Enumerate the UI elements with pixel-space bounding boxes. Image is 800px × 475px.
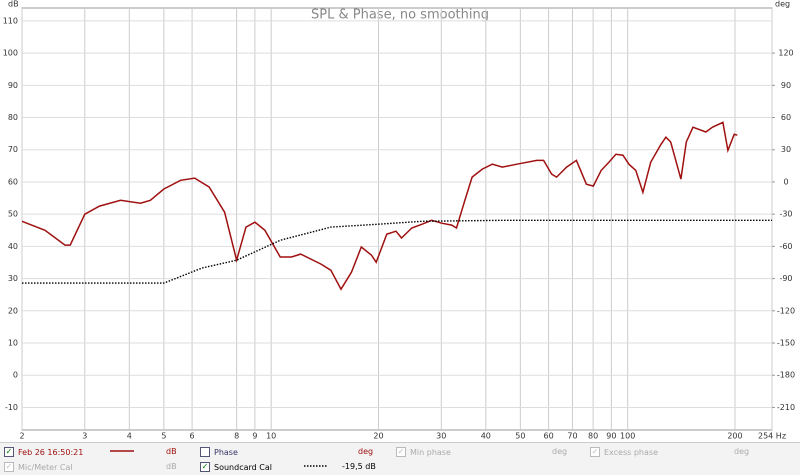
x-tick-label: 5 — [161, 432, 166, 441]
legend-item[interactable]: Phase — [200, 445, 238, 459]
y2-axis-label: deg — [775, 0, 790, 9]
legend-label: Min phase — [410, 447, 451, 457]
y2-tick-label: -210 — [777, 403, 795, 412]
y2-tick-label: 120 — [778, 49, 793, 58]
legend-unit: dB — [166, 462, 177, 471]
y2-tick-label: 60 — [781, 113, 791, 122]
y2-tick-label: -90 — [779, 274, 792, 283]
y2-tick-label: 30 — [781, 145, 791, 154]
legend-unit: dB — [166, 447, 177, 456]
x-tick-label: 50 — [515, 432, 525, 441]
legend-item: ✓ Mic/Meter Cal — [4, 460, 73, 474]
y2-tick-label: -120 — [777, 306, 795, 315]
y-tick-label: 10 — [8, 339, 18, 348]
legend: ✓ Feb 26 16:50:21 dB Phase deg ✓ Min phase… — [0, 442, 800, 475]
legend-item[interactable]: ✓ Feb 26 16:50:21 — [4, 445, 83, 459]
x-tick-label: 6 — [190, 432, 195, 441]
y-tick-label: 30 — [8, 274, 18, 283]
checkbox: ✓ — [4, 462, 14, 472]
legend-unit: deg — [734, 447, 750, 456]
y2-tick-label: 90 — [781, 81, 791, 90]
x-tick-label: 8 — [234, 432, 239, 441]
x-tick-label: 4 — [127, 432, 132, 441]
legend-unit: deg — [552, 447, 568, 456]
y-tick-label: 40 — [8, 242, 18, 251]
y2-tick-label: 0 — [783, 177, 788, 186]
series-line — [21, 121, 738, 291]
legend-swatch — [304, 465, 328, 467]
plot-area — [21, 7, 773, 431]
y-axis-label: dB — [8, 0, 19, 9]
legend-item: ✓ Excess phase — [590, 445, 658, 459]
legend-item: ✓ Min phase — [396, 445, 451, 459]
y-tick-label: -10 — [5, 403, 18, 412]
legend-offset: -19,5 dB — [342, 462, 376, 471]
y-tick-label: 60 — [8, 177, 18, 186]
x-tick-label: 80 — [588, 432, 598, 441]
x-tick-label: 20 — [373, 432, 383, 441]
x-tick-label: 200 — [727, 432, 742, 441]
legend-item[interactable]: ✓ Soundcard Cal — [200, 460, 272, 474]
legend-label: Phase — [214, 447, 238, 457]
y2-tick-label: -180 — [777, 371, 795, 380]
checkbox[interactable]: ✓ — [4, 447, 14, 457]
chart-title: SPL & Phase, no smoothing — [311, 8, 489, 23]
y-tick-label: 80 — [8, 113, 18, 122]
x-tick-label: 90 — [606, 432, 616, 441]
x-tick-label: 254 Hz — [758, 432, 786, 441]
y2-tick-label: -150 — [777, 339, 795, 348]
chart: SPL & Phase, no smoothing dB deg 2 3 4 5 6 8 9… — [3, 0, 795, 441]
x-tick-label: 70 — [567, 432, 577, 441]
legend-label: Mic/Meter Cal — [18, 462, 73, 472]
y2-tick-label: -30 — [779, 210, 792, 219]
x-tick-label: 10 — [266, 432, 276, 441]
y-tick-label: 110 — [3, 16, 18, 25]
checkbox[interactable]: ✓ — [200, 462, 210, 472]
y-tick-label: 20 — [8, 306, 18, 315]
y-tick-label: 50 — [8, 210, 18, 219]
y-tick-label: 0 — [13, 371, 18, 380]
x-tick-label: 2 — [19, 432, 24, 441]
y-tick-label: 70 — [8, 145, 18, 154]
x-tick-label: 40 — [481, 432, 491, 441]
x-tick-label: 9 — [252, 432, 257, 441]
checkbox: ✓ — [590, 447, 600, 457]
checkbox: ✓ — [396, 447, 406, 457]
y-tick-label: 90 — [8, 81, 18, 90]
legend-label: Soundcard Cal — [214, 462, 272, 472]
x-tick-label: 30 — [436, 432, 446, 441]
x-tick-label: 3 — [82, 432, 87, 441]
legend-label: Feb 26 16:50:21 — [18, 447, 84, 457]
series-line — [22, 219, 772, 284]
x-tick-label: 100 — [620, 432, 635, 441]
checkbox[interactable] — [200, 447, 210, 457]
legend-label: Excess phase — [604, 447, 658, 457]
legend-unit: deg — [358, 447, 374, 456]
x-tick-label: 60 — [543, 432, 553, 441]
y-tick-label: 100 — [3, 49, 18, 58]
legend-swatch — [110, 450, 134, 452]
y2-tick-label: -60 — [779, 242, 792, 251]
